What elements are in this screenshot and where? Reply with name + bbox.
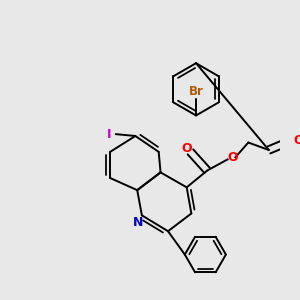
Text: O: O [182,142,192,154]
Text: O: O [293,134,300,147]
Text: Br: Br [189,85,203,98]
Text: N: N [133,216,143,229]
Text: O: O [227,151,238,164]
Text: I: I [107,128,112,141]
